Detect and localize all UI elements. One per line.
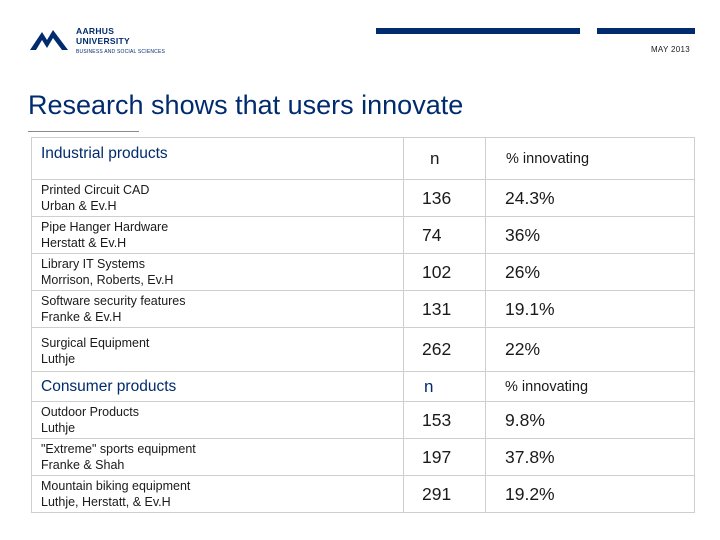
- section-header-row: Consumer products n % innovating: [31, 371, 695, 402]
- pct-value: 19.2%: [485, 475, 695, 513]
- section-heading: Industrial products: [41, 145, 168, 162]
- table-row: Outdoor Products Luthje 153 9.8%: [31, 401, 695, 439]
- product-authors: Morrison, Roberts, Ev.H: [41, 273, 174, 287]
- n-header-cell: n: [403, 371, 486, 402]
- slide-title: Research shows that users innovate: [28, 90, 464, 120]
- pct-value: 19.1%: [485, 290, 695, 328]
- product-cell: Library IT Systems Morrison, Roberts, Ev…: [31, 253, 404, 291]
- product-authors: Luthje: [41, 421, 76, 435]
- n-value: 74: [403, 216, 486, 254]
- n-value: 291: [403, 475, 486, 513]
- logo-line-1: AARHUS: [76, 26, 115, 36]
- product-cell: Mountain biking equipment Luthje, Hersta…: [31, 475, 404, 513]
- n-value: 153: [403, 401, 486, 439]
- product-name: Outdoor Products: [41, 405, 139, 419]
- section-header-row: Industrial products n % innovating: [31, 137, 695, 180]
- pct-value: 24.3%: [485, 179, 695, 217]
- title-underline: [28, 131, 139, 132]
- product-name: Surgical Equipment: [41, 336, 150, 350]
- pct-value: 9.8%: [485, 401, 695, 439]
- product-name: "Extreme" sports equipment: [41, 442, 196, 456]
- innovation-table: Industrial products n % innovating Print…: [31, 137, 695, 513]
- product-authors: Urban & Ev.H: [41, 199, 117, 213]
- logo-line-3: BUSINESS AND SOCIAL SCIENCES: [76, 49, 166, 55]
- n-value: 102: [403, 253, 486, 291]
- table-row: Library IT Systems Morrison, Roberts, Ev…: [31, 253, 695, 291]
- product-cell: "Extreme" sports equipment Franke & Shah: [31, 438, 404, 476]
- product-name: Software security features: [41, 294, 186, 308]
- table-row: Pipe Hanger Hardware Herstatt & Ev.H 74 …: [31, 216, 695, 254]
- product-authors: Franke & Ev.H: [41, 310, 122, 324]
- table-row: Software security features Franke & Ev.H…: [31, 290, 695, 328]
- n-header-cell: n: [403, 137, 486, 180]
- n-header: n: [424, 376, 434, 396]
- product-name: Mountain biking equipment: [41, 479, 191, 493]
- product-cell: Pipe Hanger Hardware Herstatt & Ev.H: [31, 216, 404, 254]
- n-value: 197: [403, 438, 486, 476]
- product-authors: Herstatt & Ev.H: [41, 236, 127, 250]
- product-cell: Surgical Equipment Luthje: [31, 327, 404, 372]
- product-cell: Outdoor Products Luthje: [31, 401, 404, 439]
- product-name: Library IT Systems: [41, 257, 145, 271]
- table-row: Mountain biking equipment Luthje, Hersta…: [31, 475, 695, 513]
- pct-header-cell: % innovating: [485, 137, 695, 180]
- product-name: Printed Circuit CAD: [41, 183, 150, 197]
- product-authors: Franke & Shah: [41, 458, 125, 472]
- pct-value: 26%: [485, 253, 695, 291]
- pct-value: 37.8%: [485, 438, 695, 476]
- pct-value: 36%: [485, 216, 695, 254]
- product-cell: Printed Circuit CAD Urban & Ev.H: [31, 179, 404, 217]
- pct-header-cell: % innovating: [485, 371, 695, 402]
- n-value: 136: [403, 179, 486, 217]
- section-heading-cell: Consumer products: [31, 371, 404, 402]
- product-name: Pipe Hanger Hardware: [41, 220, 169, 234]
- header-accent-bar-left: [376, 28, 580, 34]
- n-value: 262: [403, 327, 486, 372]
- section-heading-cell: Industrial products: [31, 137, 404, 180]
- pct-header: % innovating: [506, 150, 590, 167]
- table-row: "Extreme" sports equipment Franke & Shah…: [31, 438, 695, 476]
- product-cell: Software security features Franke & Ev.H: [31, 290, 404, 328]
- section-heading: Consumer products: [41, 377, 177, 395]
- slide-date: MAY 2013: [650, 45, 690, 54]
- logo-line-2: UNIVERSITY: [76, 36, 131, 46]
- n-header: n: [430, 148, 440, 168]
- n-value: 131: [403, 290, 486, 328]
- table-row: Surgical Equipment Luthje 262 22%: [31, 327, 695, 372]
- table-row: Printed Circuit CAD Urban & Ev.H 136 24.…: [31, 179, 695, 217]
- university-logo: AARHUS UNIVERSITY BUSINESS AND SOCIAL SC…: [28, 22, 178, 62]
- pct-value: 22%: [485, 327, 695, 372]
- product-authors: Luthje: [41, 352, 76, 366]
- aarhus-wave-logo-icon: [30, 30, 68, 50]
- header-accent-bar-right: [597, 28, 695, 34]
- pct-header: % innovating: [505, 378, 589, 395]
- product-authors: Luthje, Herstatt, & Ev.H: [41, 495, 171, 509]
